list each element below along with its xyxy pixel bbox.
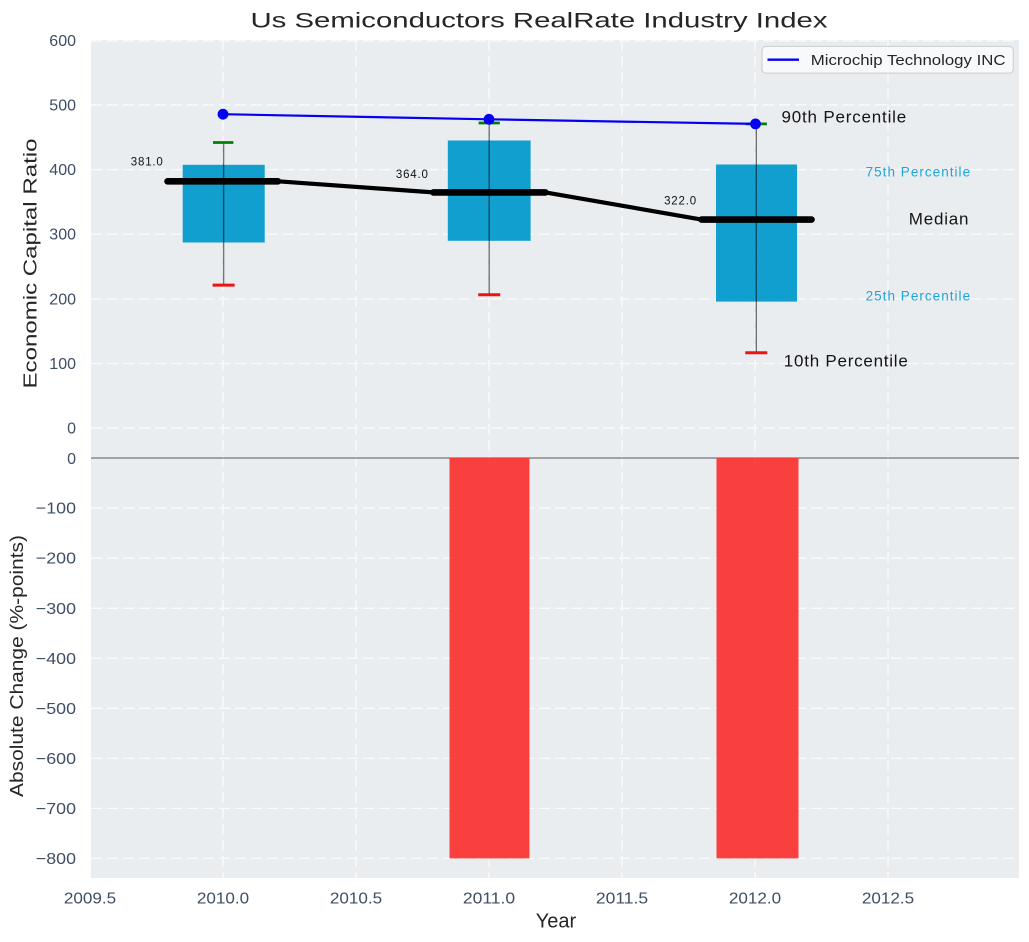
svg-text:100: 100 [49, 356, 76, 373]
svg-text:400: 400 [49, 162, 76, 179]
svg-text:500: 500 [49, 97, 76, 114]
svg-text:Us Semiconductors RealRate Ind: Us Semiconductors RealRate Industry Inde… [251, 9, 829, 32]
svg-text:Median: Median [909, 210, 969, 229]
svg-text:−300: −300 [36, 601, 76, 618]
svg-text:90th Percentile: 90th Percentile [782, 108, 907, 127]
svg-text:Microchip Technology INC: Microchip Technology INC [811, 52, 1006, 69]
svg-text:Absolute Change (%-points): Absolute Change (%-points) [7, 535, 27, 797]
svg-text:25th Percentile: 25th Percentile [866, 289, 971, 304]
svg-text:600: 600 [49, 33, 76, 50]
svg-text:Economic Capital Ratio: Economic Capital Ratio [21, 139, 41, 389]
svg-text:75th Percentile: 75th Percentile [866, 165, 971, 180]
svg-text:2011.0: 2011.0 [463, 891, 515, 908]
svg-text:2010.0: 2010.0 [197, 891, 249, 908]
svg-text:−800: −800 [36, 851, 76, 868]
svg-text:2009.5: 2009.5 [64, 891, 116, 908]
svg-text:Year: Year [536, 911, 577, 933]
svg-text:−700: −700 [36, 801, 76, 818]
svg-text:2011.5: 2011.5 [596, 891, 648, 908]
svg-text:364.0: 364.0 [396, 169, 428, 181]
svg-text:−600: −600 [36, 751, 76, 768]
svg-text:−400: −400 [36, 651, 76, 668]
svg-text:381.0: 381.0 [131, 157, 163, 169]
svg-text:322.0: 322.0 [664, 196, 696, 208]
svg-text:300: 300 [49, 227, 76, 244]
svg-text:0: 0 [67, 451, 76, 468]
svg-text:−500: −500 [36, 701, 76, 718]
svg-text:2010.5: 2010.5 [330, 891, 382, 908]
svg-text:200: 200 [49, 291, 76, 308]
svg-text:−200: −200 [36, 551, 76, 568]
svg-text:2012.0: 2012.0 [729, 891, 781, 908]
svg-text:−100: −100 [36, 501, 76, 518]
svg-text:0: 0 [67, 421, 76, 438]
svg-text:10th Percentile: 10th Percentile [784, 352, 908, 371]
svg-text:2012.5: 2012.5 [862, 891, 914, 908]
